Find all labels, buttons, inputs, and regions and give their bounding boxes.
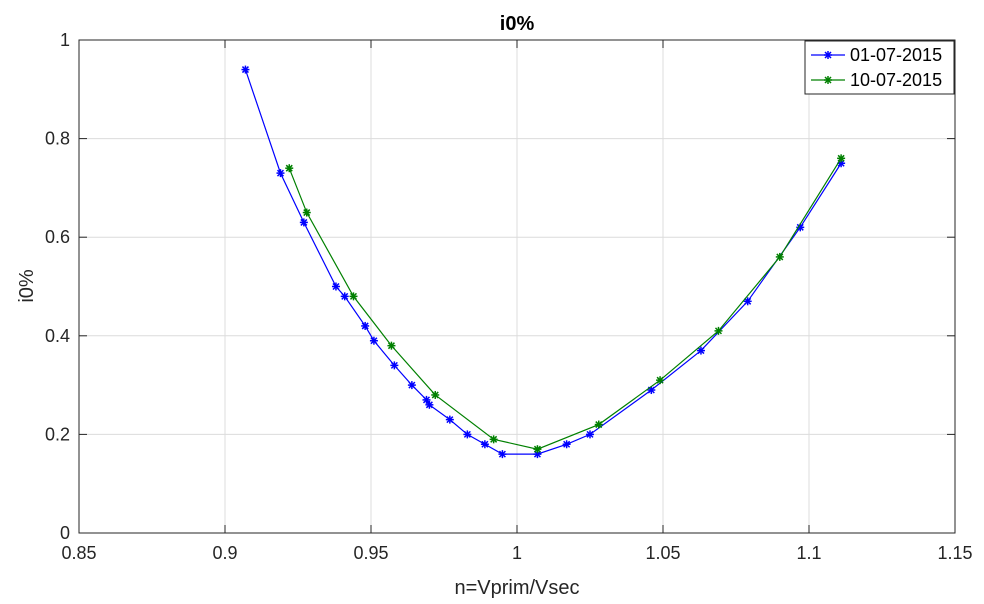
data-point xyxy=(331,282,340,291)
data-point xyxy=(489,435,498,444)
data-point xyxy=(390,361,399,370)
data-point xyxy=(425,400,434,409)
data-point xyxy=(431,390,440,399)
data-point xyxy=(498,450,507,459)
data-point xyxy=(349,292,358,301)
y-axis-label: i0% xyxy=(16,269,38,303)
y-tick-label: 0.4 xyxy=(45,326,70,346)
data-point xyxy=(775,252,784,261)
data-point xyxy=(407,381,416,390)
x-tick-label: 1.15 xyxy=(937,543,972,563)
series-line xyxy=(288,158,842,450)
data-point xyxy=(285,164,294,173)
data-point xyxy=(696,346,705,355)
series-1 xyxy=(285,154,846,454)
legend-label: 01-07-2015 xyxy=(850,45,942,65)
y-tick-label: 0.6 xyxy=(45,227,70,247)
chart-title: i0% xyxy=(500,13,535,35)
x-tick-label: 1.1 xyxy=(796,543,821,563)
legend-marker xyxy=(824,76,832,84)
data-point xyxy=(743,297,752,306)
data-point xyxy=(562,440,571,449)
legend-entry: 01-07-2015 xyxy=(811,45,942,65)
y-tick-label: 0.8 xyxy=(45,129,70,149)
data-point xyxy=(299,218,308,227)
data-point xyxy=(445,415,454,424)
x-tick-label: 1.05 xyxy=(645,543,680,563)
x-tick-label: 0.95 xyxy=(353,543,388,563)
x-tick-label: 1 xyxy=(512,543,522,563)
ticks: 0.85 0.9 0.95 1 1.05 1.1 1.15 0 0.2 0.4 0.6 0.8 1 xyxy=(45,30,973,563)
legend-marker xyxy=(824,51,832,59)
data-point xyxy=(480,440,489,449)
grid xyxy=(79,40,955,533)
data-point xyxy=(422,395,431,404)
data-point xyxy=(656,376,665,385)
y-tick-label: 0.2 xyxy=(45,424,70,444)
x-tick-label: 0.9 xyxy=(212,543,237,563)
data-point xyxy=(533,445,542,454)
x-tick-label: 0.85 xyxy=(61,543,96,563)
y-tick-label: 0 xyxy=(60,523,70,543)
legend-label: 10-07-2015 xyxy=(850,70,942,90)
data-point xyxy=(340,292,349,301)
legend-entry: 10-07-2015 xyxy=(811,70,942,90)
series-layer xyxy=(241,65,846,459)
data-point xyxy=(387,341,396,350)
legend-box xyxy=(804,40,955,95)
data-point xyxy=(837,154,846,163)
data-point xyxy=(276,169,285,178)
data-point xyxy=(594,420,603,429)
data-point xyxy=(361,321,370,330)
data-point xyxy=(369,336,378,345)
data-point xyxy=(586,430,594,439)
y-tick-label: 1 xyxy=(60,30,70,50)
data-point xyxy=(241,65,250,74)
data-point xyxy=(714,326,723,335)
legend: 01-07-2015 10-07-2015 xyxy=(804,40,955,95)
x-axis-label: n=Vprim/Vsec xyxy=(454,577,579,599)
data-point xyxy=(302,208,311,217)
data-point xyxy=(463,430,472,439)
